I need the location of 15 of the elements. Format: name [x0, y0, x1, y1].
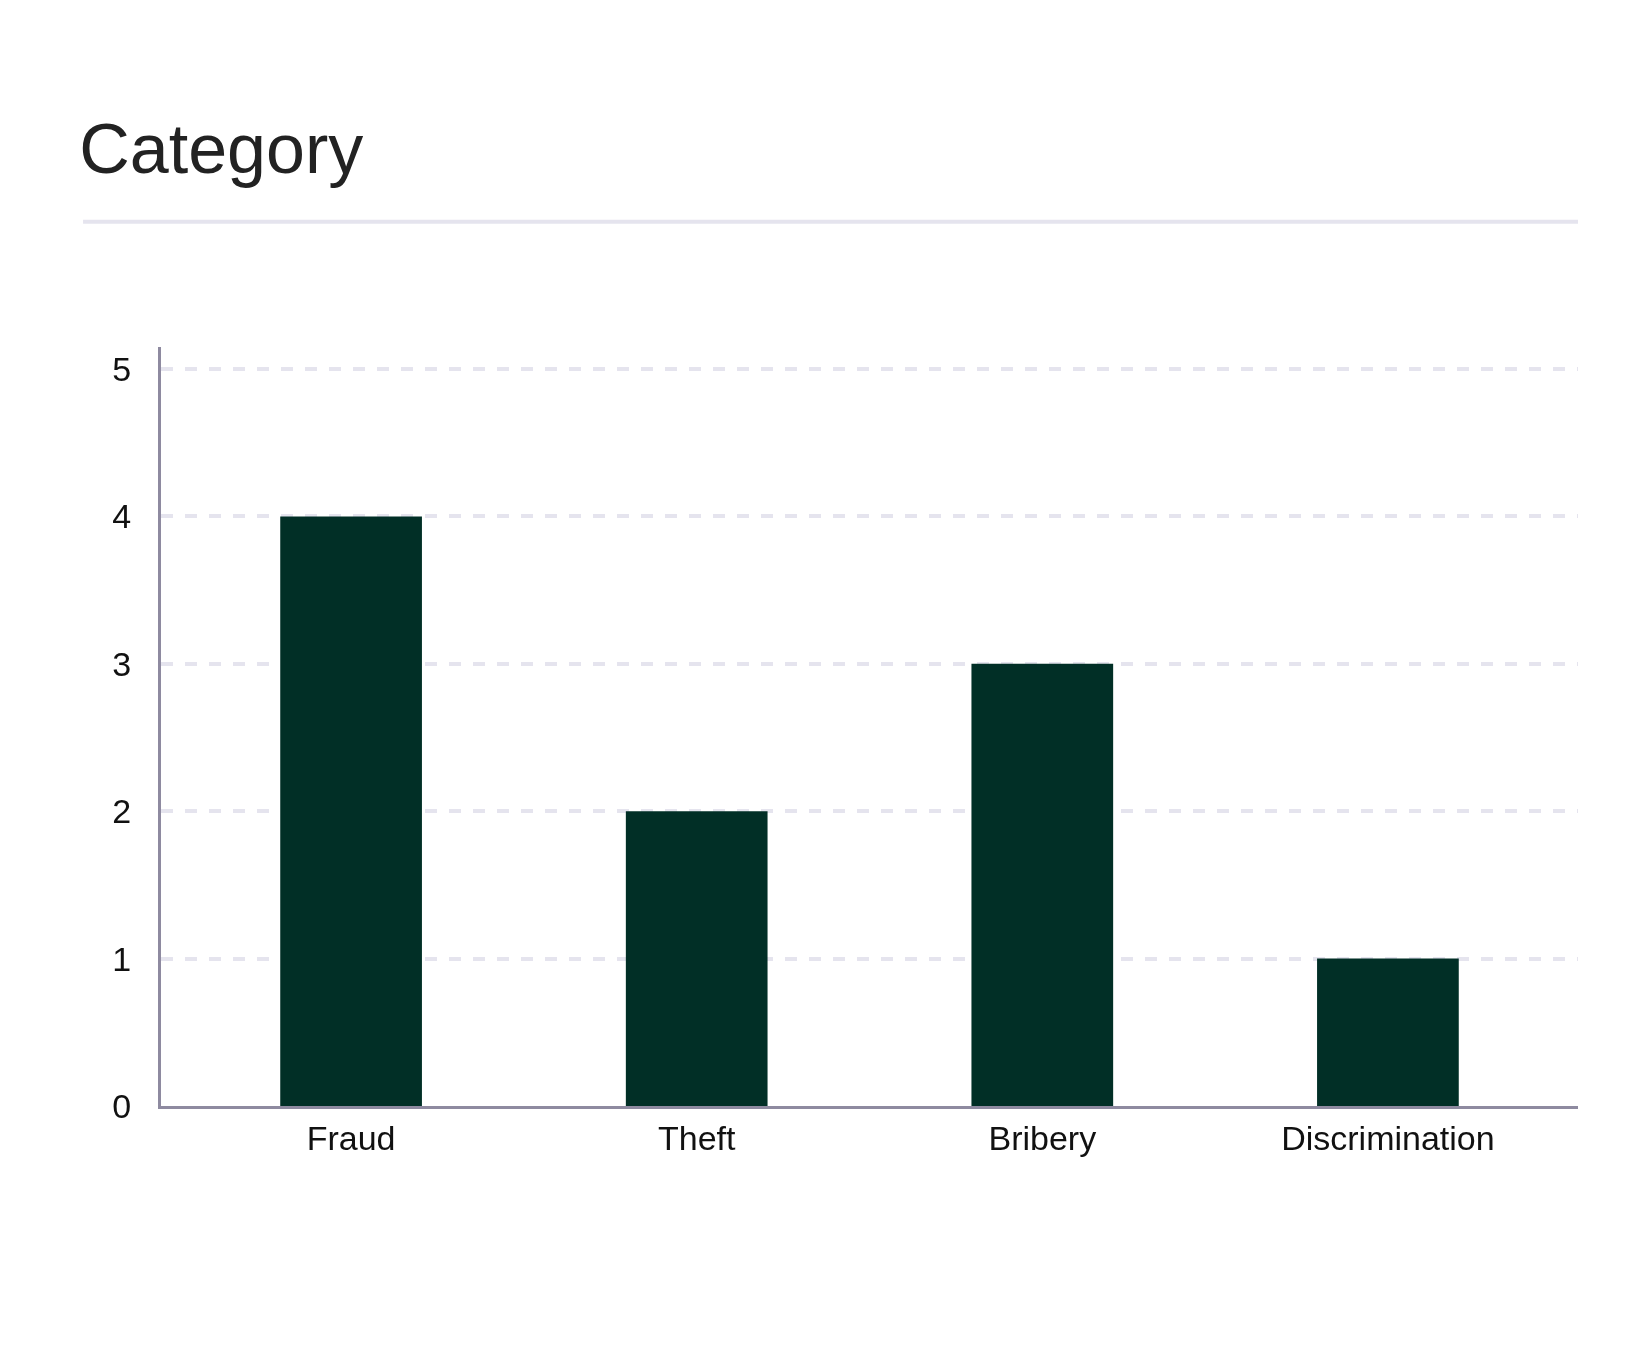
bar [625, 811, 768, 1106]
y-tick-label: 1 [112, 939, 132, 978]
y-tick-label: 4 [112, 497, 132, 536]
y-tick-label: 0 [112, 1086, 132, 1125]
bar [280, 516, 422, 1106]
x-tick-label: Fraud [306, 1118, 396, 1157]
x-tick-label: Discrimination [1281, 1118, 1495, 1157]
bar [1317, 958, 1459, 1106]
bar [971, 663, 1114, 1106]
y-tick-label: 5 [112, 350, 132, 389]
x-tick-label: Bribery [988, 1118, 1097, 1157]
chart-title: Category [79, 110, 364, 189]
x-tick-label: Theft [657, 1118, 736, 1157]
y-tick-label: 2 [112, 792, 132, 831]
y-tick-label: 3 [112, 644, 132, 683]
